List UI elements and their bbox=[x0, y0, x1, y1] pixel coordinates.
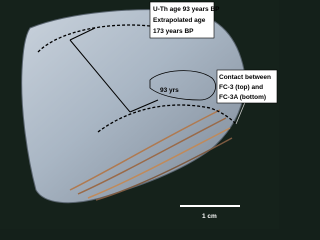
age-arrow bbox=[69, 27, 159, 113]
age-line: Extrapolated age bbox=[153, 17, 206, 24]
top-dashed-line bbox=[37, 24, 151, 53]
contact-line: Contact between bbox=[219, 74, 271, 81]
interval-outline bbox=[149, 70, 216, 101]
contact-pointer bbox=[235, 99, 247, 125]
scale-bar-label: 1 cm bbox=[202, 213, 217, 220]
growth-bands bbox=[69, 109, 233, 201]
contact-line: FC-3A (bottom) bbox=[219, 94, 266, 101]
photo: 93 yrs U-Th age 93 years BP Extrapolated… bbox=[21, 1, 278, 220]
age-line: U-Th age 93 years BP bbox=[153, 6, 220, 13]
page: 93 yrs U-Th age 93 years BP Extrapolated… bbox=[21, 1, 278, 220]
contact-line: FC-3 (top) and bbox=[219, 84, 263, 91]
age-line: 173 years BP bbox=[153, 28, 194, 35]
age-box bbox=[149, 1, 215, 39]
contact-dashed-line bbox=[97, 104, 237, 133]
contact-box bbox=[216, 69, 278, 104]
interval-label: 93 yrs bbox=[160, 87, 179, 94]
